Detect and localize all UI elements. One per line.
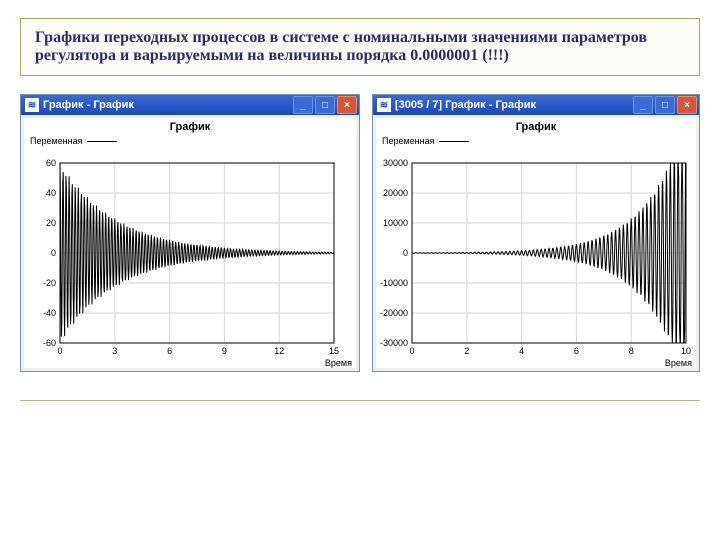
svg-text:-40: -40	[43, 308, 56, 318]
close-button[interactable]: ×	[677, 96, 697, 114]
svg-text:10: 10	[681, 346, 691, 356]
plot-left-svg: 0 3 6 9 12 15 -60 -40 -20 0 20 40 60	[24, 133, 344, 363]
titlebar-left-label: График - График	[43, 99, 291, 111]
close-button[interactable]: ×	[337, 96, 357, 114]
svg-text:-30000: -30000	[380, 338, 408, 348]
svg-text:-10000: -10000	[380, 278, 408, 288]
plot-right-legend: Переменная	[382, 136, 469, 146]
page-title-box: Графики переходных процессов в системе с…	[20, 18, 700, 76]
maximize-button[interactable]: □	[315, 96, 335, 114]
svg-text:0: 0	[403, 248, 408, 258]
svg-text:6: 6	[574, 346, 579, 356]
svg-text:15: 15	[329, 346, 339, 356]
plot-left-xlabel: Время	[325, 358, 352, 368]
svg-text:40: 40	[46, 188, 56, 198]
charts-row: ≋ График - График _ □ × График Переменна…	[20, 94, 700, 372]
wave-icon: ≋	[377, 98, 391, 112]
titlebar-right[interactable]: ≋ [3005 / 7] График - График _ □ ×	[373, 95, 699, 115]
svg-text:0: 0	[409, 346, 414, 356]
svg-text:20000: 20000	[383, 188, 408, 198]
svg-text:12: 12	[274, 346, 284, 356]
titlebar-left[interactable]: ≋ График - График _ □ ×	[21, 95, 359, 115]
svg-text:4: 4	[519, 346, 524, 356]
svg-text:60: 60	[46, 158, 56, 168]
svg-text:6: 6	[167, 346, 172, 356]
svg-text:10000: 10000	[383, 218, 408, 228]
footer-rule	[20, 400, 700, 401]
svg-text:30000: 30000	[383, 158, 408, 168]
window-right: ≋ [3005 / 7] График - График _ □ × Графи…	[372, 94, 700, 372]
legend-line-icon	[439, 141, 469, 142]
maximize-button[interactable]: □	[655, 96, 675, 114]
plot-right-title: График	[376, 118, 696, 133]
svg-text:-60: -60	[43, 338, 56, 348]
minimize-button[interactable]: _	[293, 96, 313, 114]
svg-text:-20000: -20000	[380, 308, 408, 318]
plot-left-legend: Переменная	[30, 136, 117, 146]
window-left: ≋ График - График _ □ × График Переменна…	[20, 94, 360, 372]
legend-label: Переменная	[30, 136, 83, 146]
svg-text:0: 0	[57, 346, 62, 356]
svg-text:2: 2	[464, 346, 469, 356]
minimize-button[interactable]: _	[633, 96, 653, 114]
plot-left: График Переменная 0 3 6 9 12 15 -60 -40 -20 0 20 40…	[24, 118, 356, 368]
svg-text:9: 9	[222, 346, 227, 356]
wave-icon: ≋	[25, 98, 39, 112]
legend-line-icon	[87, 141, 117, 142]
svg-text:20: 20	[46, 218, 56, 228]
plot-right-xlabel: Время	[665, 358, 692, 368]
plot-right-svg: 0 2 4 6 8 10 -30000 -20000 -10000 0 10000 20000 3000…	[376, 133, 696, 363]
svg-text:3: 3	[112, 346, 117, 356]
svg-text:8: 8	[629, 346, 634, 356]
page-title: Графики переходных процессов в системе с…	[35, 29, 647, 64]
plot-right: График Переменная 0 2 4 6 8 10 -30000 -20000 -10…	[376, 118, 696, 368]
legend-label: Переменная	[382, 136, 435, 146]
svg-text:0: 0	[51, 248, 56, 258]
plot-left-title: График	[24, 118, 356, 133]
titlebar-right-label: [3005 / 7] График - График	[395, 99, 631, 111]
svg-text:-20: -20	[43, 278, 56, 288]
